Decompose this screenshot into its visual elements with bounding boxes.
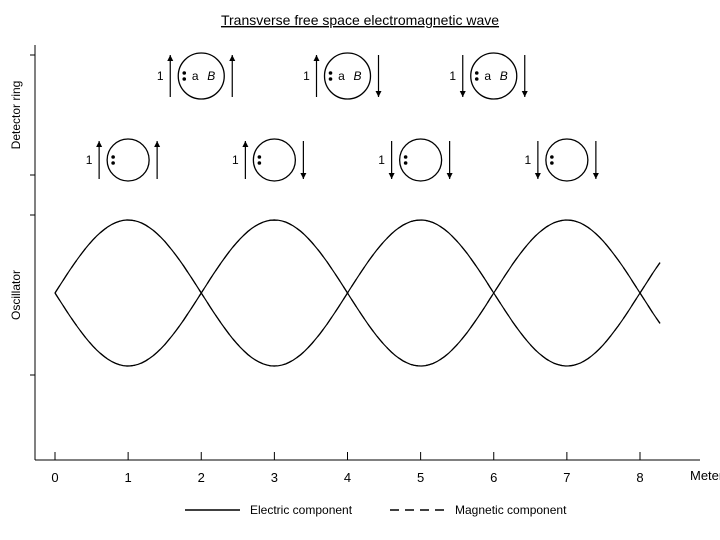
- electric-curve-upper: [55, 220, 660, 366]
- x-axis-ticks: 0 1 2 3 4 5 6 7 8: [51, 452, 643, 485]
- y-label-oscillator: Oscillator: [9, 270, 23, 320]
- ring-circle: [325, 53, 371, 99]
- magnetic-curve-lower: [55, 220, 660, 366]
- ring-left-number: 1: [378, 153, 385, 167]
- legend-electric-label: Electric component: [250, 503, 353, 517]
- ring-dot: [550, 161, 554, 165]
- x-tick-label: 7: [563, 470, 570, 485]
- ring-left-number: 1: [157, 69, 164, 83]
- detector-ring: 1: [378, 139, 452, 181]
- detector-ring: 1 aB: [303, 53, 381, 99]
- legend-electric: Electric component: [185, 503, 353, 517]
- ring-circle: [546, 139, 588, 181]
- ring-dot: [258, 161, 262, 165]
- ring-label-b: B: [353, 69, 361, 83]
- ring-dot: [111, 155, 115, 159]
- ring-left-number: 1: [303, 69, 310, 83]
- legend-magnetic-label: Magnetic component: [455, 503, 567, 517]
- ring-dot: [182, 71, 186, 75]
- ring-label-a: a: [484, 69, 491, 83]
- ring-dot: [329, 71, 333, 75]
- detector-ring: 1: [232, 139, 306, 181]
- ring-label-a: a: [338, 69, 345, 83]
- ring-left-number: 1: [449, 69, 456, 83]
- ring-label-b: B: [207, 69, 215, 83]
- ring-dot: [258, 155, 262, 159]
- wave-plot: [55, 220, 660, 366]
- ring-dot: [475, 77, 479, 81]
- diagram-title: Transverse free space electromagnetic wa…: [221, 12, 499, 28]
- x-tick-label: 4: [344, 470, 351, 485]
- legend-magnetic: Magnetic component: [390, 503, 567, 517]
- ring-circle: [107, 139, 149, 181]
- em-wave-diagram: Transverse free space electromagnetic wa…: [0, 0, 720, 540]
- x-tick-label: 6: [490, 470, 497, 485]
- ring-dot: [111, 161, 115, 165]
- electric-curve-lower: [55, 220, 660, 366]
- x-tick-label: 2: [198, 470, 205, 485]
- ring-dot: [550, 155, 554, 159]
- detector-ring: 1: [86, 139, 160, 181]
- x-axis-label: Meters: [690, 468, 720, 483]
- x-tick-label: 8: [636, 470, 643, 485]
- ring-dot: [404, 155, 408, 159]
- ring-circle: [400, 139, 442, 181]
- magnetic-curve-upper: [55, 220, 660, 366]
- ring-circle: [178, 53, 224, 99]
- ring-dot: [475, 71, 479, 75]
- ring-dot: [404, 161, 408, 165]
- y-label-detector-ring: Detector ring: [9, 81, 23, 150]
- ring-left-number: 1: [525, 153, 532, 167]
- ring-label-a: a: [192, 69, 199, 83]
- x-tick-label: 5: [417, 470, 424, 485]
- detector-rings: 1aB1aB1aB1111: [86, 53, 599, 181]
- detector-ring: 1: [525, 139, 599, 181]
- ring-circle: [471, 53, 517, 99]
- x-tick-label: 1: [125, 470, 132, 485]
- x-tick-label: 3: [271, 470, 278, 485]
- detector-ring: 1 aB: [449, 53, 527, 99]
- ring-circle: [253, 139, 295, 181]
- ring-dot: [182, 77, 186, 81]
- ring-label-b: B: [500, 69, 508, 83]
- legend: Electric component Magnetic component: [185, 503, 567, 517]
- ring-left-number: 1: [232, 153, 239, 167]
- ring-dot: [329, 77, 333, 81]
- y-axis-ticks: [30, 55, 35, 375]
- x-tick-label: 0: [51, 470, 58, 485]
- ring-left-number: 1: [86, 153, 93, 167]
- detector-ring: 1 aB: [157, 53, 235, 99]
